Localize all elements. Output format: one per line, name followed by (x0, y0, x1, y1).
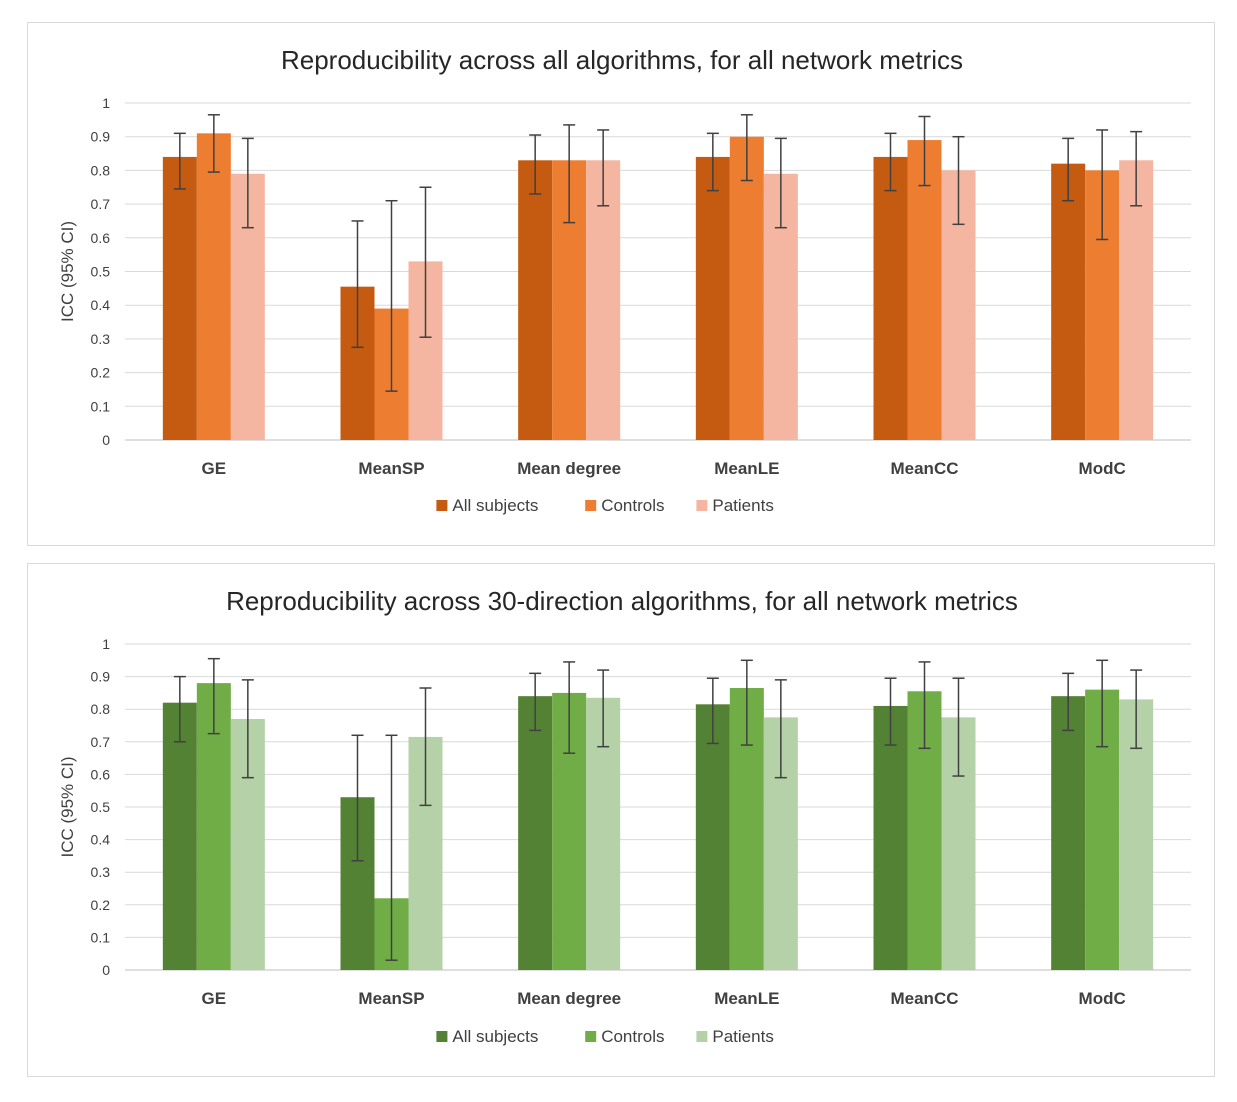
chart1-category-label: GE (202, 459, 227, 478)
chart-30-direction-algorithms: Reproducibility across 30-direction algo… (27, 563, 1215, 1077)
chart2-category-label: GE (202, 989, 227, 1008)
chart2-y-tick-label: 1 (102, 636, 110, 652)
chart2-y-tick-label: 0.3 (91, 864, 111, 880)
chart2-y-tick-label: 0.2 (91, 897, 111, 913)
chart2-bar (873, 705, 908, 970)
chart2-y-tick-label: 0.8 (91, 701, 111, 717)
chart1-y-tick-label: 0.5 (91, 264, 111, 280)
chart1-y-tick-label: 0.3 (91, 331, 111, 347)
chart1-y-tick-label: 0.8 (91, 162, 111, 178)
chart2-y-tick-label: 0.4 (91, 832, 111, 848)
chart2-y-tick-label: 0.9 (91, 669, 111, 685)
chart1-y-tick-label: 1 (102, 95, 110, 111)
chart1-category-label: MeanSP (358, 459, 424, 478)
chart2-category-label: MeanSP (358, 989, 424, 1008)
chart1-legend-swatch (585, 500, 597, 511)
chart1-legend-swatch (696, 500, 708, 511)
chart-all-algorithms: Reproducibility across all algorithms, f… (27, 22, 1215, 546)
chart1-bar (518, 160, 553, 441)
chart2-bar (518, 696, 553, 970)
chart1-legend-label: Controls (601, 496, 664, 515)
chart1-bar (873, 156, 908, 441)
chart2-title: Reproducibility across 30-direction algo… (226, 586, 1018, 616)
chart-svg-all-algorithms: Reproducibility across all algorithms, f… (58, 45, 1191, 515)
chart2-y-tick-label: 0.6 (91, 766, 111, 782)
chart1-bar (196, 133, 231, 440)
chart2-category-label: MeanCC (890, 989, 958, 1008)
chart1-category-label: MeanLE (714, 459, 779, 478)
chart1-category-label: ModC (1079, 459, 1126, 478)
chart1-y-tick-label: 0.1 (91, 398, 111, 414)
chart2-y-tick-label: 0.5 (91, 799, 111, 815)
chart1-title: Reproducibility across all algorithms, f… (281, 45, 963, 75)
chart1-category-label: MeanCC (890, 459, 958, 478)
chart1-legend-label: All subjects (452, 496, 538, 515)
chart2-y-tick-label: 0 (102, 962, 110, 978)
chart2-bar (1051, 696, 1086, 970)
chart1-bar (907, 140, 942, 440)
chart2-category-label: ModC (1079, 989, 1126, 1008)
chart1-y-tick-label: 0.2 (91, 365, 111, 381)
chart2-category-label: Mean degree (517, 989, 621, 1008)
chart2-y-tick-label: 0.1 (91, 929, 111, 945)
chart2-bar (162, 702, 197, 970)
chart1-y-tick-label: 0.6 (91, 230, 111, 246)
chart2-legend-label: Patients (712, 1027, 773, 1046)
chart1-y-tick-label: 0.4 (91, 297, 111, 313)
chart2-legend-label: All subjects (452, 1027, 538, 1046)
chart1-bar (729, 136, 764, 440)
chart2-y-axis-label: ICC (95% CI) (58, 756, 77, 857)
chart2-category-label: MeanLE (714, 989, 779, 1008)
chart2-y-tick-label: 0.7 (91, 734, 111, 750)
chart1-y-tick-label: 0.9 (91, 129, 111, 145)
chart1-legend-label: Patients (712, 496, 773, 515)
chart2-legend-swatch (696, 1031, 708, 1042)
chart2-legend-swatch (585, 1031, 597, 1042)
chart1-bar (586, 160, 621, 441)
chart1-y-tick-label: 0.7 (91, 196, 111, 212)
chart1-y-axis-label: ICC (95% CI) (58, 221, 77, 322)
chart1-y-tick-label: 0 (102, 432, 110, 448)
chart1-bar (1051, 163, 1086, 440)
chart1-bar (1119, 160, 1154, 441)
chart1-bar (695, 156, 730, 441)
chart2-legend-swatch (436, 1031, 448, 1042)
chart2-bar (695, 704, 730, 970)
chart1-category-label: Mean degree (517, 459, 621, 478)
chart1-bar (162, 156, 197, 441)
chart-svg-30-direction: Reproducibility across 30-direction algo… (58, 586, 1191, 1046)
chart1-legend-swatch (436, 500, 448, 511)
chart2-legend-label: Controls (601, 1027, 664, 1046)
